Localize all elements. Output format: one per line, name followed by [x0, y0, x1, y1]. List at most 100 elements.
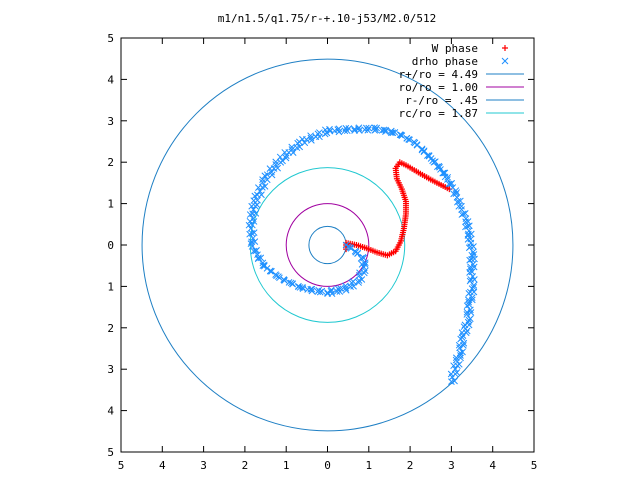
drho-phase-point	[470, 243, 477, 250]
drho-phase-point	[464, 218, 472, 225]
drho-phase-point	[378, 127, 386, 134]
drho-phase-point	[342, 284, 350, 292]
y-tick-label: 2	[107, 322, 114, 335]
drho-phase-point	[468, 296, 476, 304]
drho-phase-point	[358, 276, 366, 283]
drho-phase-point	[466, 265, 474, 273]
drho-phase-point	[280, 276, 288, 283]
drho-phase-point	[459, 210, 467, 218]
legend-marker	[502, 45, 508, 51]
drho-phase-point	[359, 253, 367, 261]
drho-phase-point	[337, 285, 344, 292]
legend-label: rc/ro = 1.87	[399, 107, 478, 120]
y-tick-label: 5	[107, 446, 114, 459]
x-tick-label: 3	[448, 459, 455, 472]
drho-phase-point	[249, 234, 257, 242]
x-tick-label: 5	[118, 459, 125, 472]
drho-phase-point	[282, 152, 290, 160]
legend-label: drho phase	[412, 55, 478, 68]
drho-phase-point	[308, 137, 315, 144]
drho-phase-point	[454, 197, 462, 205]
drho-phase-point	[361, 261, 369, 268]
x-tick-label: 2	[407, 459, 414, 472]
legend-label: r+/ro = 4.49	[399, 68, 478, 81]
drho-phase-point	[285, 278, 293, 286]
drho-phase-point	[467, 230, 475, 238]
drho-phase-point	[272, 158, 280, 166]
drho-phase-point	[464, 318, 472, 326]
drho-phase-point	[246, 230, 253, 238]
drho-phase-point	[360, 269, 368, 277]
drho-phase-point	[250, 229, 258, 236]
drho-phase-point	[431, 158, 439, 165]
drho-phase-point	[463, 311, 471, 318]
drho-phase-point	[398, 132, 406, 140]
drho-phase-point	[467, 309, 475, 316]
drho-phase-point	[351, 127, 358, 134]
drho-phase-point	[255, 254, 262, 262]
drho-phase-point	[435, 162, 443, 170]
drho-phase-point	[288, 143, 296, 151]
drho-phase-point	[365, 124, 373, 132]
drho-phase-point	[246, 211, 254, 218]
y-tick-label: 1	[107, 280, 114, 293]
x-tick-label: 1	[283, 459, 290, 472]
drho-phase-point	[307, 134, 315, 142]
x-tick-label: 3	[200, 459, 207, 472]
drho-phase-point	[259, 262, 267, 269]
drho-phase-point	[388, 129, 395, 137]
drho-phase-point	[470, 283, 477, 291]
drho-phase-point	[255, 184, 262, 191]
w-phase-series	[343, 159, 453, 259]
drho-phase-point	[299, 283, 306, 291]
drho-phase-point	[468, 294, 476, 301]
drho-phase-series	[245, 124, 478, 385]
drho-phase-point	[266, 267, 274, 275]
drho-phase-point	[418, 145, 426, 153]
drho-phase-point	[266, 165, 274, 172]
drho-phase-point	[405, 136, 412, 143]
x-tick-label: 0	[324, 459, 331, 472]
drho-phase-point	[326, 127, 334, 135]
legend-label: W phase	[432, 42, 478, 55]
drho-phase-point	[287, 279, 295, 287]
drho-phase-point	[327, 287, 335, 295]
drho-phase-point	[465, 298, 473, 306]
drho-phase-point	[462, 329, 470, 337]
drho-phase-point	[307, 286, 315, 293]
drho-phase-point	[361, 267, 369, 275]
y-tick-label: 4	[107, 73, 114, 86]
drho-phase-point	[295, 282, 302, 290]
drho-phase-point	[468, 268, 476, 276]
drho-phase-point	[470, 251, 478, 258]
drho-phase-point	[460, 339, 468, 347]
drho-phase-point	[245, 221, 253, 229]
phase-markers	[245, 124, 478, 385]
drho-phase-point	[356, 271, 363, 279]
x-tick-label: 4	[489, 459, 496, 472]
drho-phase-point	[318, 287, 326, 295]
drho-phase-point	[458, 334, 466, 341]
drho-phase-point	[371, 124, 379, 131]
y-tick-labels: 5 4 3 2 1 0 1 2 3 4 5	[107, 32, 114, 459]
drho-phase-point	[463, 302, 471, 310]
drho-phase-point	[349, 278, 357, 285]
drho-phase-point	[411, 139, 419, 147]
circle-r-	[308, 225, 347, 265]
y-tick-label: 2	[107, 156, 114, 169]
drho-phase-point	[396, 131, 404, 139]
drho-phase-point	[466, 256, 474, 264]
legend-label: ro/ro = 1.00	[399, 81, 478, 94]
circle-rc	[249, 167, 406, 323]
drho-phase-point	[343, 127, 351, 135]
drho-phase-point	[247, 225, 255, 232]
drho-phase-point	[334, 285, 342, 293]
drho-phase-point	[276, 274, 283, 282]
drho-phase-point	[457, 352, 464, 359]
x-tick-labels: 5 4 3 2 1 0 1 2 3 4 5	[118, 459, 538, 472]
x-tick-label: 1	[365, 459, 372, 472]
drho-phase-point	[466, 315, 474, 323]
y-tick-label: 5	[107, 32, 114, 45]
drho-phase-point	[335, 128, 343, 136]
x-tick-label: 5	[531, 459, 538, 472]
